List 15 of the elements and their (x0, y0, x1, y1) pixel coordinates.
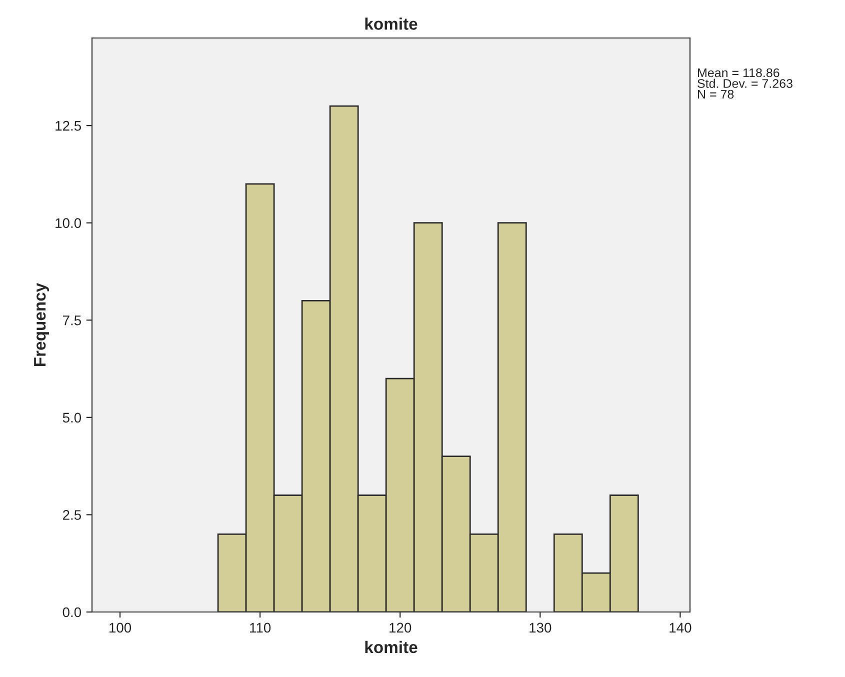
y-tick-label: 12.5 (56, 120, 82, 131)
x-axis-title: komite (365, 640, 418, 654)
y-tick-label: 2.5 (62, 510, 82, 520)
x-tick-label: 140 (670, 622, 692, 633)
x-tick-label: 100 (109, 622, 132, 633)
y-tick-label: 10.0 (56, 218, 82, 228)
y-tick-label: 7.5 (62, 316, 82, 326)
x-tick-label: 110 (250, 622, 271, 633)
chart-title: komite (365, 18, 418, 30)
x-tick-label: 120 (390, 622, 412, 633)
y-tick-label: 5.0 (62, 412, 82, 423)
y-axis-title: Frequency (34, 282, 49, 366)
text: Mean = 118.86 Std. Dev. = 7.263 N = 78 (698, 68, 792, 99)
x-tick-label: 130 (530, 622, 552, 633)
y-tick-label: 0.0 (62, 607, 82, 618)
